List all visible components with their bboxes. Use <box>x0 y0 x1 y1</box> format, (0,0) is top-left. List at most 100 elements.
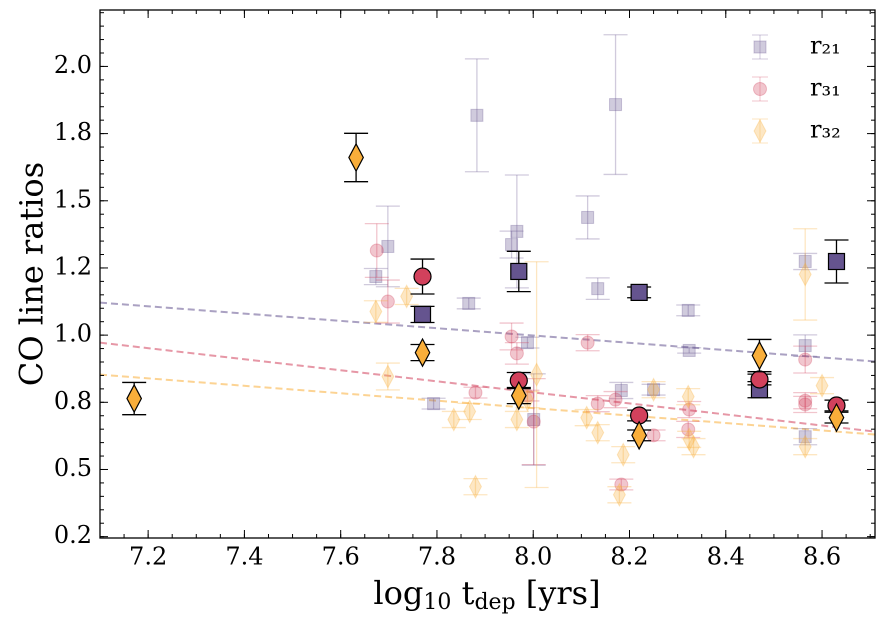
marker-square <box>413 305 432 324</box>
marker-diamond <box>468 474 482 499</box>
marker-square <box>427 397 441 411</box>
marker-square <box>682 343 696 357</box>
marker-diamond <box>447 407 461 432</box>
marker-diamond <box>798 262 812 287</box>
marker-square <box>609 98 623 112</box>
marker-square <box>369 270 383 284</box>
marker-square <box>510 224 524 238</box>
axes-frame <box>99 9 876 539</box>
marker-circle <box>504 329 519 344</box>
y-tick-label: 1.2 <box>54 252 92 280</box>
legend-marker <box>753 40 767 54</box>
marker-diamond <box>591 420 605 445</box>
marker-circle <box>380 294 395 309</box>
x-tick-label: 8.6 <box>803 543 841 571</box>
marker-diamond <box>682 427 696 452</box>
marker-diamond <box>631 420 648 451</box>
marker-square <box>381 239 395 253</box>
marker-diamond <box>510 380 527 411</box>
marker-diamond <box>798 434 812 459</box>
marker-square <box>470 108 484 122</box>
marker-circle <box>798 393 813 408</box>
marker-square <box>798 430 812 444</box>
y-tick-label: 1.5 <box>54 185 92 213</box>
marker-diamond <box>815 373 829 398</box>
y-tick-label: 0.8 <box>54 387 92 415</box>
marker-circle <box>369 243 384 258</box>
marker-square <box>591 282 605 296</box>
legend-label: r₃₁ <box>810 74 841 102</box>
marker-circle <box>798 397 813 412</box>
fit-line <box>100 301 875 363</box>
marker-circle <box>608 392 623 407</box>
marker-diamond <box>580 405 594 430</box>
y-tick-label: 0.2 <box>54 521 92 549</box>
marker-diamond <box>400 284 414 309</box>
legend-entry: r₃₁ <box>752 74 841 102</box>
marker-diamond <box>687 434 701 459</box>
marker-circle <box>681 422 696 437</box>
marker-diamond <box>681 384 695 409</box>
marker-diamond <box>751 340 768 371</box>
y-tick-label: 1.0 <box>54 320 92 348</box>
marker-circle <box>646 428 661 443</box>
marker-circle <box>413 267 432 286</box>
fit-line <box>100 373 875 436</box>
marker-square <box>798 255 812 269</box>
marker-square <box>520 336 534 350</box>
marker-diamond <box>530 362 544 387</box>
x-tick-label: 7.4 <box>225 543 263 571</box>
marker-diamond <box>126 383 143 414</box>
marker-square <box>462 296 476 310</box>
marker-diamond <box>510 407 524 432</box>
legend-label: r₂₁ <box>810 32 841 60</box>
marker-circle <box>682 402 697 417</box>
y-tick-label: 1.8 <box>54 118 92 146</box>
marker-square <box>581 210 595 224</box>
marker-square <box>630 283 648 302</box>
marker-diamond <box>828 402 845 433</box>
marker-diamond <box>463 399 477 424</box>
x-label-part: [yrs] <box>516 574 601 612</box>
marker-diamond <box>612 482 626 508</box>
x-label-sub: 10 <box>423 590 451 615</box>
marker-square <box>510 262 528 281</box>
marker-square <box>681 303 695 317</box>
marker-square <box>505 238 519 252</box>
marker-diamond <box>348 142 364 173</box>
marker-circle <box>614 477 629 492</box>
marker-diamond <box>616 442 630 467</box>
x-tick-label: 7.8 <box>418 543 456 571</box>
legend-entry: r₃₂ <box>752 116 841 144</box>
x-label-sub: dep <box>474 590 515 615</box>
y-axis-label: CO line ratios <box>13 162 51 386</box>
marker-square <box>798 339 812 353</box>
plot-area <box>100 34 875 508</box>
legend-marker <box>753 118 767 144</box>
x-tick-label: 8.4 <box>707 543 745 571</box>
marker-square <box>614 383 628 397</box>
x-label-part: log <box>373 574 423 612</box>
x-label-part: t <box>451 574 474 612</box>
marker-diamond <box>647 377 661 402</box>
marker-circle <box>590 396 605 411</box>
marker-circle <box>526 414 541 429</box>
x-tick-label: 8.2 <box>610 543 648 571</box>
marker-circle <box>468 385 483 400</box>
legend-label: r₃₂ <box>810 116 841 144</box>
legend-entry: r₂₁ <box>752 32 841 60</box>
x-axis-label: log10 tdep [yrs] <box>373 574 600 616</box>
marker-diamond <box>414 337 431 368</box>
y-tick-label: 2.0 <box>54 51 92 79</box>
marker-circle <box>798 352 813 367</box>
legend-marker <box>753 82 767 96</box>
fit-line <box>100 341 875 433</box>
marker-circle <box>509 346 524 361</box>
marker-square <box>527 413 541 427</box>
y-tick-label: 0.5 <box>54 454 92 482</box>
x-tick-label: 7.6 <box>322 543 360 571</box>
marker-diamond <box>369 299 383 324</box>
x-tick-label: 8.0 <box>514 543 552 571</box>
marker-diamond <box>381 364 395 389</box>
